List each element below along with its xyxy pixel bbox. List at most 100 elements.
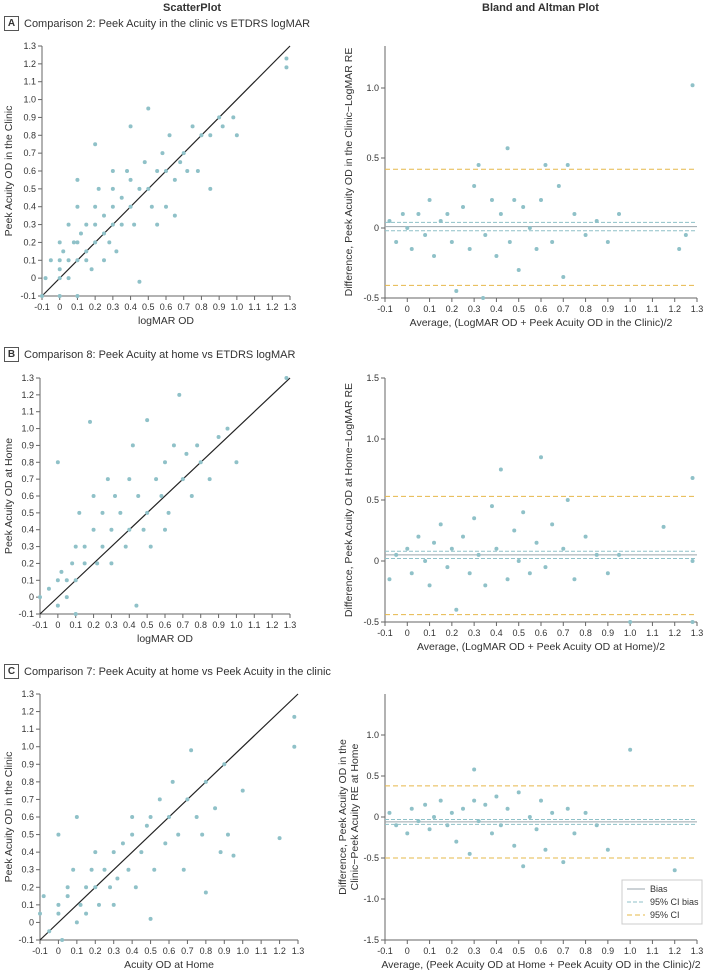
data-point (114, 249, 119, 254)
y-tick-label: 0.8 (21, 457, 34, 467)
x-axis-label: Average, (Peek Acuity OD at Home + Peek … (381, 959, 700, 970)
data-point (677, 247, 682, 251)
x-tick-label: 0.8 (579, 628, 592, 638)
identity-line (39, 377, 291, 615)
y-axis-label: Clinic−Peek Acuity RE at Home (349, 743, 361, 890)
x-tick-label: 0.7 (181, 946, 194, 956)
x-tick-label: 1.3 (292, 946, 305, 956)
data-point (89, 267, 94, 272)
data-point (128, 177, 133, 182)
data-point (71, 240, 76, 245)
data-point (561, 275, 566, 279)
data-point (57, 276, 62, 281)
x-tick-label: 0.8 (195, 302, 208, 312)
x-tick-label: 0.3 (107, 946, 120, 956)
data-point (84, 258, 89, 263)
y-tick-label: -0.5 (363, 617, 379, 627)
data-point (220, 124, 225, 129)
data-point (617, 212, 621, 216)
data-point (127, 527, 132, 532)
data-point (498, 467, 503, 472)
x-tick-label: 0.3 (468, 304, 481, 314)
data-point (394, 552, 399, 557)
data-point (133, 885, 138, 890)
y-tick-label: 0.8 (21, 777, 34, 787)
data-point (137, 279, 142, 284)
data-point (476, 163, 481, 167)
data-point (690, 83, 695, 88)
y-tick-label: 0.2 (21, 558, 34, 568)
x-tick-label: 1.0 (624, 946, 637, 956)
data-point (203, 890, 208, 895)
y-tick-label: 0.5 (366, 153, 379, 163)
data-point (195, 169, 200, 173)
data-point (65, 885, 70, 890)
data-point (467, 851, 472, 856)
data-point (137, 186, 142, 191)
data-point (130, 443, 135, 448)
y-tick-label: -0.5 (363, 293, 379, 303)
data-point (565, 806, 570, 811)
x-tick-label: 0 (405, 304, 410, 314)
data-point (102, 258, 106, 263)
x-tick-label: 0.9 (602, 946, 615, 956)
data-point (218, 850, 223, 855)
data-point (128, 124, 133, 129)
x-tick-label: 0.5 (512, 628, 525, 638)
data-point (521, 205, 526, 209)
data-point (46, 586, 51, 591)
data-point (594, 823, 599, 828)
data-point (461, 534, 465, 539)
data-point (494, 254, 499, 258)
x-tick-label: 0.4 (126, 946, 139, 956)
data-point (445, 823, 450, 828)
y-tick-label: 0.9 (23, 112, 36, 122)
data-point (423, 233, 428, 237)
data-point (107, 240, 112, 245)
y-tick-label: 0.5 (21, 508, 34, 518)
data-point (128, 204, 133, 209)
data-point (184, 451, 189, 456)
y-tick-label: 0.9 (21, 440, 34, 450)
data-point (217, 115, 222, 120)
x-tick-label: 0.9 (602, 304, 615, 314)
y-axis-label: Peek Acuity OD at Home (3, 438, 15, 554)
y-axis-label: Difference, Peek Acuity OD in the Clinic… (343, 48, 355, 297)
x-tick-label: 0.6 (535, 628, 548, 638)
x-tick-label: 0.4 (124, 302, 137, 312)
data-point (583, 534, 588, 539)
data-point (93, 240, 98, 245)
data-point (93, 850, 98, 855)
y-tick-label: 0 (29, 917, 34, 927)
data-point (77, 510, 82, 515)
x-tick-label: 0.7 (557, 628, 570, 638)
data-point (423, 559, 428, 563)
data-point (454, 289, 459, 293)
data-point (132, 222, 137, 227)
data-point (605, 240, 610, 244)
data-point (449, 240, 454, 244)
data-point (565, 498, 570, 502)
data-point (119, 222, 124, 227)
data-point (88, 419, 92, 424)
data-point (203, 779, 208, 784)
data-point (157, 797, 162, 802)
data-point (111, 850, 116, 855)
x-axis-label: Average, (LogMAR OD + Peek Acuity OD in … (410, 317, 673, 329)
data-point (155, 169, 160, 173)
data-point (148, 815, 153, 819)
data-point (75, 294, 80, 298)
data-point (476, 819, 481, 824)
y-tick-label: 0.1 (21, 575, 34, 585)
data-point (152, 867, 157, 872)
y-tick-label: 0.5 (21, 830, 34, 840)
x-tick-label: 0.9 (212, 620, 225, 630)
data-point (387, 810, 392, 815)
data-point (472, 516, 477, 521)
data-point (55, 578, 60, 583)
data-point (185, 169, 190, 173)
data-point (172, 213, 177, 218)
y-tick-label: 1.0 (366, 730, 379, 740)
data-point (494, 546, 499, 551)
data-point (56, 832, 61, 837)
